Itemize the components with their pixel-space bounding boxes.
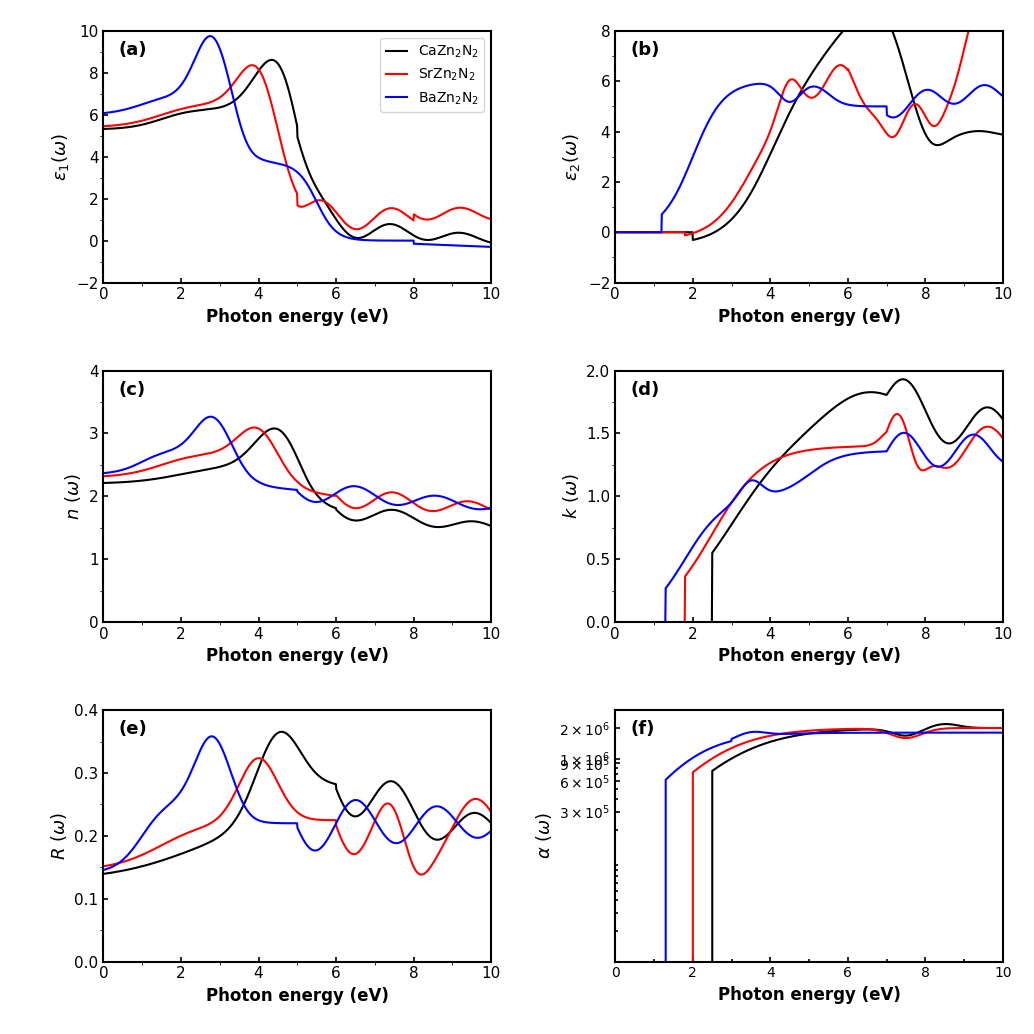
SrZn$_2$N$_2$ [97, 120, 110, 132]
Legend: CaZn$_2$N$_2$, SrZn$_2$N$_2$, BaZn$_2$N$_2$: CaZn$_2$N$_2$, SrZn$_2$N$_2$, BaZn$_2$N$… [381, 38, 484, 112]
CaZn$_2$N$_2$ [254, 62, 267, 74]
CaZn$_2$N$_2$ [136, 118, 149, 130]
BaZn$_2$N$_2$ [407, 235, 420, 247]
X-axis label: Photon energy (eV): Photon energy (eV) [206, 987, 389, 1005]
Y-axis label: $\varepsilon_2(\omega)$: $\varepsilon_2(\omega)$ [561, 133, 582, 181]
BaZn$_2$N$_2$ [400, 235, 413, 247]
Y-axis label: $n$ $(\omega)$: $n$ $(\omega)$ [63, 473, 83, 520]
BaZn$_2$N$_2$ [204, 30, 216, 42]
SrZn$_2$N$_2$ [407, 214, 420, 226]
BaZn$_2$N$_2$ [364, 234, 376, 246]
CaZn$_2$N$_2$ [266, 54, 278, 66]
BaZn$_2$N$_2$ [269, 156, 281, 169]
SrZn$_2$N$_2$ [246, 59, 258, 71]
Text: (f): (f) [631, 720, 656, 738]
Y-axis label: $k$ $(\omega)$: $k$ $(\omega)$ [560, 474, 581, 519]
Y-axis label: $\varepsilon_1(\omega)$: $\varepsilon_1(\omega)$ [50, 133, 70, 181]
X-axis label: Photon energy (eV): Photon energy (eV) [718, 986, 901, 1004]
BaZn$_2$N$_2$ [254, 153, 267, 165]
CaZn$_2$N$_2$ [407, 229, 420, 241]
CaZn$_2$N$_2$ [485, 237, 497, 249]
Text: (b): (b) [631, 41, 660, 59]
CaZn$_2$N$_2$ [97, 123, 110, 135]
Text: (e): (e) [119, 720, 148, 738]
Y-axis label: $R$ $(\omega)$: $R$ $(\omega)$ [49, 812, 68, 859]
SrZn$_2$N$_2$ [485, 213, 497, 225]
SrZn$_2$N$_2$ [269, 110, 281, 122]
X-axis label: Photon energy (eV): Photon energy (eV) [206, 647, 389, 666]
CaZn$_2$N$_2$ [400, 224, 413, 237]
SrZn$_2$N$_2$ [364, 215, 376, 227]
SrZn$_2$N$_2$ [136, 114, 149, 126]
X-axis label: Photon energy (eV): Photon energy (eV) [718, 308, 901, 326]
BaZn$_2$N$_2$ [97, 107, 110, 119]
Line: BaZn$_2$N$_2$: BaZn$_2$N$_2$ [103, 36, 491, 247]
X-axis label: Photon energy (eV): Photon energy (eV) [206, 308, 389, 326]
CaZn$_2$N$_2$ [269, 55, 281, 67]
Text: (d): (d) [631, 381, 660, 399]
Y-axis label: $\alpha$ $(\omega)$: $\alpha$ $(\omega)$ [534, 813, 553, 859]
BaZn$_2$N$_2$ [485, 241, 497, 253]
SrZn$_2$N$_2$ [254, 66, 267, 79]
CaZn$_2$N$_2$ [364, 227, 376, 240]
Text: (a): (a) [119, 41, 148, 59]
SrZn$_2$N$_2$ [351, 223, 363, 236]
BaZn$_2$N$_2$ [136, 98, 149, 111]
Line: CaZn$_2$N$_2$: CaZn$_2$N$_2$ [103, 60, 491, 243]
SrZn$_2$N$_2$ [400, 209, 413, 221]
X-axis label: Photon energy (eV): Photon energy (eV) [718, 647, 901, 666]
Text: (c): (c) [119, 381, 146, 399]
Line: SrZn$_2$N$_2$: SrZn$_2$N$_2$ [103, 65, 491, 230]
